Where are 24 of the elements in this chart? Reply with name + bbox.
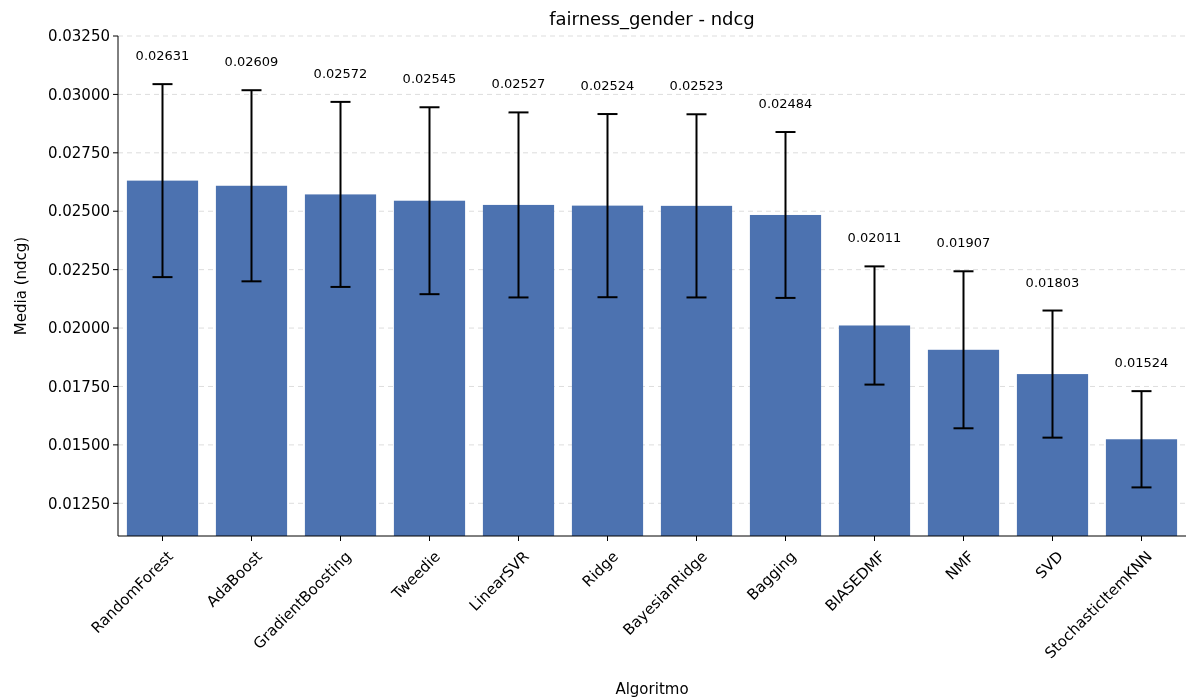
annotation: 0.02572 [313, 65, 368, 81]
annotation: 0.01524 [1114, 355, 1169, 371]
y-tick-label: 0.01250 [47, 494, 110, 513]
chart-title: fairness_gender - ndcg [549, 8, 755, 30]
y-tick-label: 0.02500 [47, 202, 110, 221]
annotation: 0.01907 [936, 235, 991, 251]
y-tick-label: 0.02250 [47, 260, 110, 279]
y-tick-label: 0.01500 [47, 436, 110, 455]
x-axis-title: Algoritmo [615, 680, 689, 698]
annotation: 0.02523 [669, 78, 724, 94]
annotation: 0.02631 [135, 48, 190, 64]
y-tick-label: 0.02000 [47, 319, 110, 338]
annotation: 0.02011 [847, 230, 902, 246]
annotation: 0.01803 [1025, 274, 1080, 290]
annotation: 0.02527 [491, 76, 546, 92]
annotation: 0.02484 [758, 96, 813, 112]
y-tick-label: 0.03250 [47, 27, 110, 46]
y-tick-label: 0.02750 [47, 144, 110, 163]
y-axis-title: Media (ndcg) [12, 236, 30, 336]
annotation: 0.02545 [402, 71, 457, 87]
annotation: 0.02524 [580, 78, 635, 94]
y-tick-label: 0.03000 [47, 85, 110, 104]
annotation: 0.02609 [224, 54, 279, 70]
y-tick-label: 0.01750 [47, 377, 110, 396]
